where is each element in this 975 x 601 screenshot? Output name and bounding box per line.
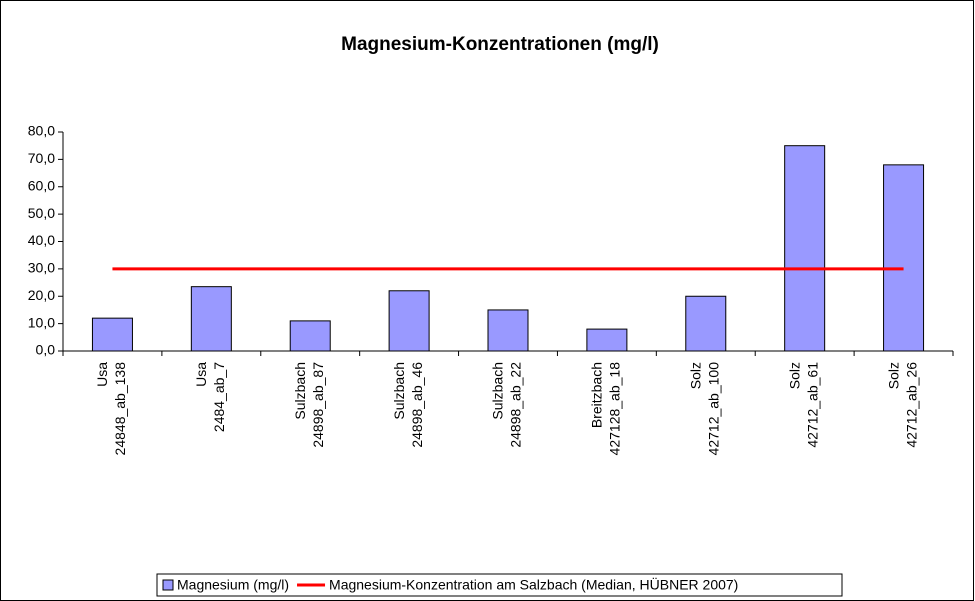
y-tick-label: 70,0 <box>28 150 55 166</box>
y-tick-label: 10,0 <box>28 314 55 330</box>
x-tick-label: 427128_ab_18 <box>607 362 623 456</box>
x-tick-label: Usa <box>94 362 110 387</box>
y-tick-label: 80,0 <box>28 123 55 139</box>
legend-label: Magnesium-Konzentration am Salzbach (Med… <box>329 576 738 593</box>
y-tick-label: 0,0 <box>36 342 56 358</box>
x-tick-label: Solz <box>885 362 901 389</box>
y-tick-label: 20,0 <box>28 287 55 303</box>
x-tick-label: Solz <box>786 362 802 389</box>
chart-title: Magnesium-Konzentrationen (mg/l) <box>341 34 659 55</box>
bar <box>883 164 925 352</box>
x-tick-label: 24898_ab_87 <box>310 362 326 448</box>
bar <box>685 295 727 352</box>
legend-box <box>156 573 843 597</box>
y-tick-label: 60,0 <box>28 177 55 193</box>
x-tick-label: Sulzbach <box>391 362 407 420</box>
x-tick-label: 42712_ab_100 <box>705 362 721 456</box>
x-tick-label: 2484_ab_7 <box>211 362 227 432</box>
y-tick-label: 50,0 <box>28 205 55 221</box>
legend-swatch <box>162 579 174 591</box>
x-tick-label: 42712_ab_26 <box>903 362 919 448</box>
x-tick-label: 24898_ab_46 <box>409 362 425 448</box>
bar <box>91 317 133 352</box>
bar <box>190 286 232 352</box>
x-tick-label: Usa <box>193 362 209 387</box>
legend-label: Magnesium (mg/l) <box>177 577 289 593</box>
x-tick-label: 24898_ab_22 <box>508 362 524 448</box>
x-tick-label: 42712_ab_61 <box>804 362 820 448</box>
bar <box>289 320 331 352</box>
x-tick-label: Breitzbach <box>589 362 605 428</box>
bar <box>784 145 826 352</box>
x-tick-label: 24848_ab_138 <box>112 362 128 456</box>
bar <box>487 309 529 352</box>
bar <box>388 290 430 352</box>
x-tick-label: Sulzbach <box>490 362 506 420</box>
y-tick-label: 40,0 <box>28 232 55 248</box>
x-tick-label: Solz <box>687 362 703 389</box>
x-tick-label: Sulzbach <box>292 362 308 420</box>
bar <box>586 328 628 352</box>
y-tick-label: 30,0 <box>28 260 55 276</box>
